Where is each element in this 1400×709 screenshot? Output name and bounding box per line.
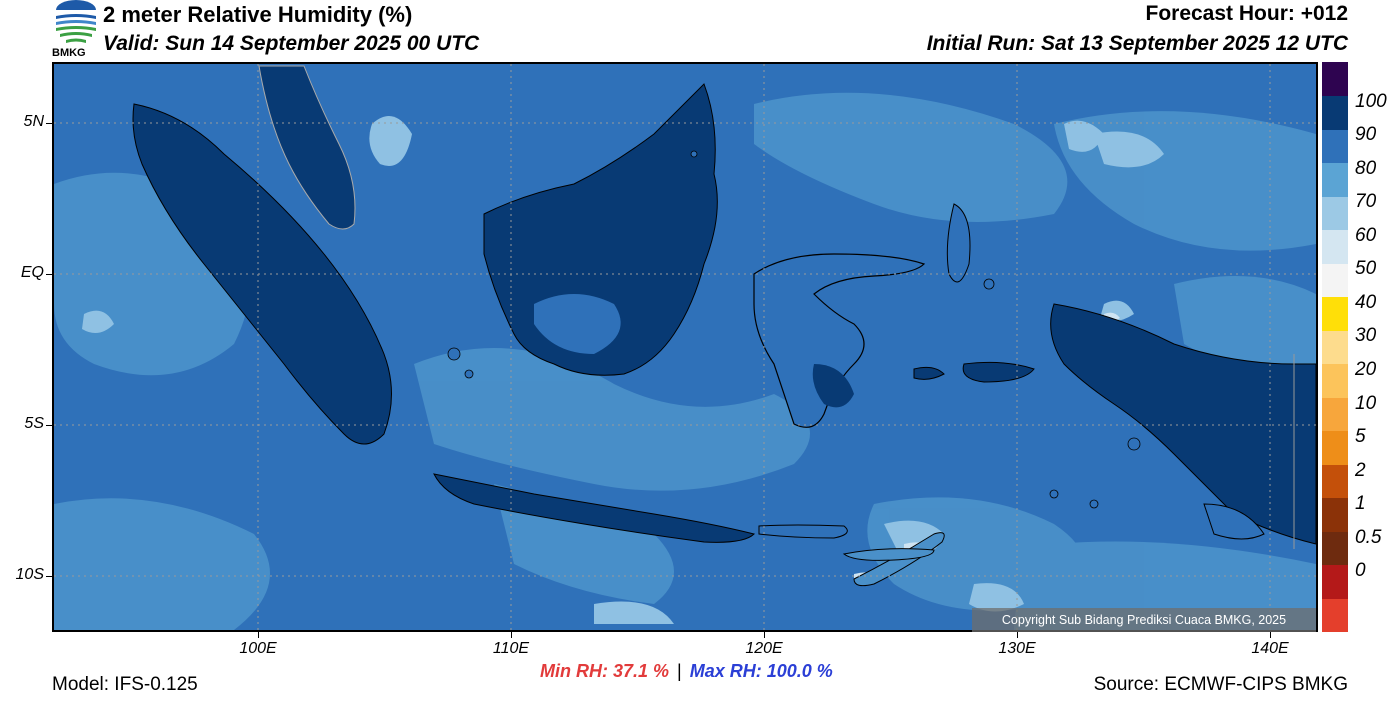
colorbar-swatch xyxy=(1322,229,1348,264)
colorbar-label: 2 xyxy=(1355,459,1366,481)
colorbar-swatch xyxy=(1322,464,1348,499)
map-title: 2 meter Relative Humidity (%) xyxy=(103,2,413,27)
copyright-notice: Copyright Sub Bidang Prediksi Cuaca BMKG… xyxy=(972,608,1316,632)
lat-label-5s: 5S xyxy=(24,415,44,432)
colorbar-swatch xyxy=(1322,363,1348,398)
colorbar-label: 30 xyxy=(1355,325,1377,347)
colorbar-label: 50 xyxy=(1355,258,1377,280)
colorbar-label: 20 xyxy=(1355,359,1377,380)
colorbar-label: 100 xyxy=(1355,90,1387,112)
colorbar-swatch xyxy=(1322,296,1348,331)
colorbar-label: 0.5 xyxy=(1355,526,1382,548)
lon-label-100e: 100E xyxy=(239,640,277,657)
initial-run: Initial Run: Sat 13 September 2025 12 UT… xyxy=(926,32,1348,55)
colorbar-swatch xyxy=(1322,263,1348,298)
model-label: Model: IFS-0.125 xyxy=(52,674,198,695)
lon-tick xyxy=(511,632,512,638)
colorbar-swatch xyxy=(1322,330,1348,365)
logo-text: BMKG xyxy=(52,47,86,59)
minmax-separator: | xyxy=(677,661,682,681)
lon-tick xyxy=(258,632,259,638)
colorbar-swatch xyxy=(1322,129,1348,164)
lon-label-140e: 140E xyxy=(1251,640,1289,657)
humidity-map xyxy=(52,62,1318,632)
min-rh: Min RH: 37.1 % xyxy=(540,661,670,681)
colorbar-label: 70 xyxy=(1355,191,1377,213)
lon-tick xyxy=(1017,632,1018,638)
lat-label-5n: 5N xyxy=(23,113,44,130)
colorbar-label: 1 xyxy=(1355,493,1366,515)
valid-time: Valid: Sun 14 September 2025 00 UTC xyxy=(103,32,480,55)
lon-tick xyxy=(1270,632,1271,638)
colorbar-swatch xyxy=(1322,95,1348,130)
lat-label-eq: EQ xyxy=(20,264,44,281)
colorbar-label: 0 xyxy=(1355,560,1366,582)
colorbar-label: 5 xyxy=(1355,426,1366,448)
colorbar-label: 80 xyxy=(1355,157,1377,179)
lat-tick xyxy=(46,123,52,124)
lon-label-130e: 130E xyxy=(998,640,1036,657)
lon-label-120e: 120E xyxy=(745,640,783,657)
colorbar-label: 40 xyxy=(1355,291,1377,313)
colorbar-label: 60 xyxy=(1355,224,1377,246)
lat-tick xyxy=(46,274,52,275)
min-max-rh: Min RH: 37.1 % | Max RH: 100.0 % xyxy=(540,661,833,682)
lat-tick xyxy=(46,425,52,426)
colorbar-label: 10 xyxy=(1355,392,1377,414)
bmkg-logo xyxy=(52,0,100,60)
colorbar-swatch xyxy=(1322,397,1348,432)
colorbar-swatch xyxy=(1322,196,1348,231)
lon-tick xyxy=(764,632,765,638)
colorbar-swatch xyxy=(1322,62,1348,96)
colorbar-swatch xyxy=(1322,598,1348,633)
source-label: Source: ECMWF-CIPS BMKG xyxy=(1093,674,1348,695)
lat-tick xyxy=(46,576,52,577)
colorbar-label: 90 xyxy=(1355,124,1377,146)
lat-label-10s: 10S xyxy=(15,566,44,583)
colorbar-swatch xyxy=(1322,430,1348,465)
colorbar-swatch xyxy=(1322,497,1348,532)
colorbar-swatch xyxy=(1322,531,1348,566)
forecast-hour: Forecast Hour: +012 xyxy=(1145,2,1349,25)
max-rh: Max RH: 100.0 % xyxy=(689,661,833,681)
lon-label-110e: 110E xyxy=(492,640,530,657)
colorbar-swatch xyxy=(1322,564,1348,599)
humidity-map-svg xyxy=(54,64,1316,630)
colorbar-swatch xyxy=(1322,162,1348,197)
